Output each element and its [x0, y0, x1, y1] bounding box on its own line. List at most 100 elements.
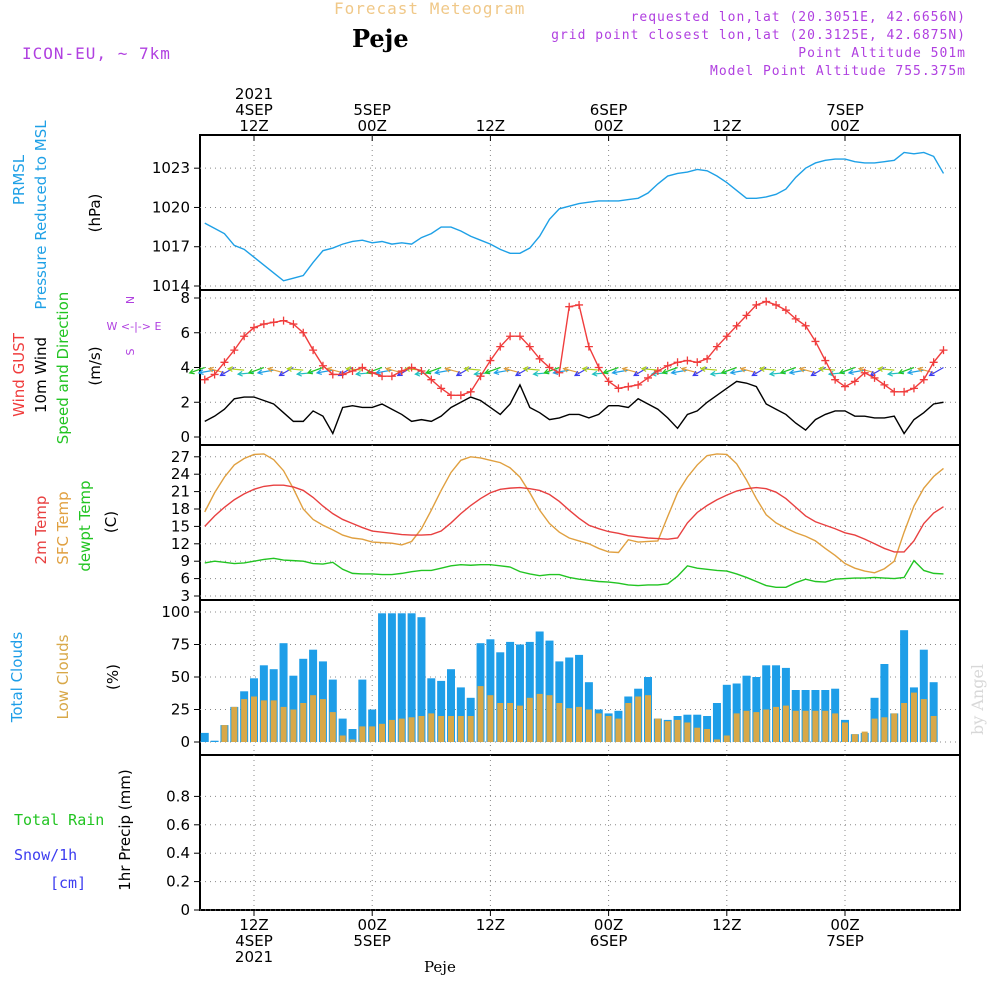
- wind-direction-arrowhead: [385, 366, 392, 373]
- wind-direction-arrowhead: [355, 370, 362, 377]
- total-cloud-bar: [929, 682, 938, 742]
- wind-gust-point: [604, 377, 613, 386]
- wind-direction-arrow: [671, 369, 688, 374]
- wind-direction-arrowhead: [207, 366, 214, 373]
- wind-gust-point: [496, 342, 505, 351]
- wind-direction-arrowhead: [847, 369, 854, 376]
- wind-direction-arrowhead: [256, 369, 263, 376]
- y-tick-label-temperature: 9: [180, 552, 190, 570]
- model-label: ICON-EU, ~ 7km: [22, 44, 171, 63]
- wind-direction-arrow: [582, 368, 599, 371]
- wind-gust-point: [939, 346, 948, 355]
- wind-gust-point: [427, 375, 436, 384]
- wind-direction-arrowhead: [226, 366, 234, 372]
- low-cloud-bar: [408, 717, 415, 742]
- wind-direction-arrow: [848, 369, 865, 374]
- wind-gust-point: [870, 373, 879, 382]
- series-line-10m-wind: [204, 380, 944, 436]
- low-cloud-bar: [516, 705, 523, 742]
- wind-direction-arrowhead: [562, 366, 569, 373]
- wind-gust-point: [250, 323, 258, 332]
- wind-direction-arrow: [189, 366, 205, 374]
- wind-direction-arrowhead: [581, 366, 588, 372]
- wind-direction-arrowhead: [514, 370, 521, 377]
- low-cloud-bar: [290, 709, 297, 742]
- wind-gust-point: [289, 320, 298, 329]
- wind-gust-point: [703, 354, 712, 363]
- model-altitude: Model Point Altitude 755.375m: [710, 64, 966, 79]
- low-cloud-bar: [388, 719, 395, 742]
- wind-gust-point: [348, 366, 357, 375]
- wind-gust-point: [880, 380, 889, 389]
- wind-gust-point: [821, 356, 830, 365]
- wind-gust-point: [634, 380, 643, 389]
- top-time-label: 00Z: [594, 117, 623, 135]
- wind-direction-arrow: [819, 368, 836, 371]
- low-cloud-bar: [369, 726, 376, 742]
- wind-gust-point: [841, 382, 849, 391]
- wind-gust-point: [811, 337, 820, 346]
- y-tick-label-wind: 6: [180, 324, 190, 342]
- wind-direction-arrowhead: [424, 368, 432, 375]
- top-time-label: 12Z: [712, 117, 741, 135]
- wind-gust-point: [653, 366, 662, 375]
- panel-frame-pressure: [199, 134, 961, 291]
- wind-gust-point: [900, 387, 909, 396]
- total-cloud-bar: [565, 657, 574, 742]
- axis-unit-pressure: (hPa): [86, 194, 104, 233]
- wind-gust-point: [259, 320, 268, 329]
- wind-gust-point: [663, 361, 672, 370]
- wind-direction-arrowhead: [916, 366, 924, 373]
- total-cloud-bar: [880, 664, 889, 742]
- wind-gust-point: [378, 372, 387, 381]
- wind-direction-arrowhead: [906, 369, 913, 376]
- low-cloud-bar: [674, 719, 681, 742]
- bottom-time-label: 00Z: [594, 916, 623, 934]
- wind-gust-point: [358, 363, 367, 372]
- axis-label-wind-gust: Wind GUST: [10, 332, 28, 417]
- wind-gust-point: [732, 321, 741, 330]
- wind-direction-arrowhead: [768, 370, 775, 377]
- bottom-time-label: 6SEP: [590, 932, 628, 950]
- low-cloud-bar: [319, 699, 326, 742]
- low-cloud-bar: [270, 700, 277, 742]
- wind-direction-arrowhead: [670, 369, 677, 376]
- axis-unit-wind: (m/s): [86, 346, 104, 385]
- low-cloud-bar: [428, 713, 435, 742]
- wind-direction-arrow: [307, 366, 324, 374]
- legend-total-rain: Total Rain: [14, 811, 104, 829]
- total-cloud-bar: [437, 680, 446, 742]
- wind-direction-arrow: [287, 368, 304, 371]
- wind-gust-point: [831, 375, 840, 384]
- wind-direction-arrowhead: [315, 369, 322, 376]
- wind-gust-point: [772, 300, 781, 309]
- wind-gust-point: [909, 384, 918, 393]
- top-time-label: 7SEP: [826, 101, 864, 119]
- wind-gust-point: [781, 306, 790, 315]
- top-time-label: 12Z: [476, 117, 505, 135]
- y-tick-label-temperature: 15: [171, 517, 190, 535]
- wind-direction-arrowhead: [484, 368, 491, 375]
- wind-gust-point: [210, 370, 219, 379]
- wind-direction-arrowhead: [503, 366, 510, 373]
- low-cloud-bar: [910, 692, 917, 742]
- wind-direction-arrowhead: [788, 369, 795, 376]
- low-cloud-bar: [448, 716, 454, 742]
- wind-direction-arrowhead: [810, 370, 817, 377]
- low-cloud-bar: [605, 716, 612, 742]
- bottom-time-label: 5SEP: [353, 932, 391, 950]
- total-cloud-bar: [348, 729, 357, 742]
- footer-location: Peje: [424, 958, 456, 976]
- wind-direction-arrowhead: [444, 366, 451, 373]
- wind-direction-arrow: [228, 368, 245, 371]
- wind-direction-arrowhead: [897, 368, 904, 375]
- axis-label-total-clouds: Total Clouds: [8, 632, 26, 724]
- y-tick-label-temperature: 24: [171, 465, 190, 483]
- top-time-label: 12Z: [239, 117, 268, 135]
- wind-gust-point: [407, 363, 416, 372]
- bottom-time-label: 7SEP: [826, 932, 864, 950]
- axis-label-pressure-msl: Pressure Reduced to MSL: [32, 120, 50, 310]
- total-cloud-bar: [407, 613, 416, 742]
- wind-direction-arrow: [464, 368, 481, 371]
